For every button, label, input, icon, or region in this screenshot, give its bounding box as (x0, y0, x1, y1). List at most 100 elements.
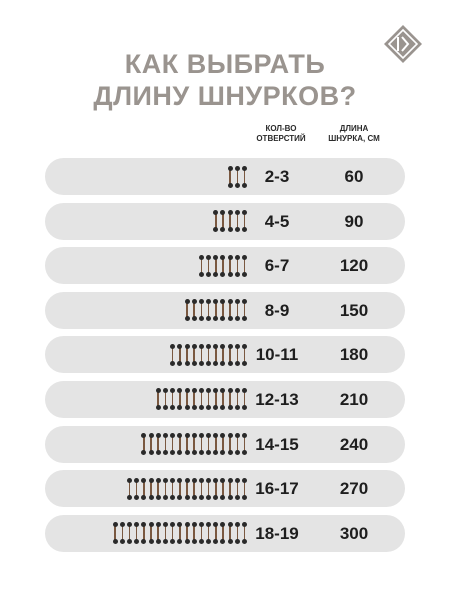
lace-hole-icon (198, 522, 204, 545)
lace-hole-icon (234, 210, 240, 233)
holes-count-value: 14-15 (255, 434, 299, 454)
header-holes-line-1: КОЛ-ВО (265, 124, 297, 133)
lace-hole-icon (213, 343, 219, 366)
table-row: 8-9 150 (45, 291, 405, 329)
lace-hole-icon (227, 299, 233, 322)
lace-hole-icon (227, 522, 233, 545)
lace-hole-icon (234, 165, 240, 188)
lace-hole-icon (234, 522, 240, 545)
holes-count-value: 10-11 (255, 345, 299, 365)
lace-hole-icon (184, 433, 190, 456)
lace-hole-icon (220, 477, 226, 500)
lace-holes-illustration (225, 158, 247, 195)
lace-holes-illustration (168, 336, 247, 373)
lace-hole-icon (191, 522, 197, 545)
lace-length-value: 210 (339, 389, 369, 409)
holes-count-value: 6-7 (264, 256, 290, 276)
lace-hole-icon (198, 343, 204, 366)
lace-length-value: 90 (344, 211, 364, 231)
title-line-1: КАК ВЫБРАТЬ (124, 49, 326, 79)
lace-hole-icon (220, 343, 226, 366)
lace-hole-icon (155, 433, 161, 456)
header-holes-count: КОЛ-ВО ОТВЕРСТИЙ (246, 124, 316, 144)
lace-hole-icon (184, 388, 190, 411)
lace-holes-illustration (139, 426, 247, 463)
lace-length-value: 300 (339, 523, 369, 543)
table-row: 18-19 300 (45, 514, 405, 552)
lace-hole-icon (184, 477, 190, 500)
table-row: 4-5 90 (45, 202, 405, 240)
holes-count-value: 8-9 (264, 300, 290, 320)
table-row: 2-3 60 (45, 158, 405, 195)
lace-length-value: 150 (339, 300, 369, 320)
table-row: 16-17 270 (45, 470, 405, 508)
lace-hole-icon (206, 477, 212, 500)
lace-hole-icon (134, 477, 140, 500)
lace-hole-icon (191, 343, 197, 366)
lace-hole-icon (177, 388, 183, 411)
holes-count-value: 16-17 (255, 479, 299, 499)
lace-hole-icon (191, 388, 197, 411)
holes-count-value: 12-13 (255, 389, 299, 409)
lace-hole-icon (227, 165, 233, 188)
size-table: 2-3 60 4-5 90 6-7 120 8-9 150 10-11 180 12-13 210 14… (45, 158, 405, 559)
lace-hole-icon (227, 477, 233, 500)
lace-hole-icon (170, 388, 176, 411)
lace-hole-icon (162, 477, 168, 500)
lace-hole-icon (162, 433, 168, 456)
lace-hole-icon (234, 388, 240, 411)
lace-holes-illustration (211, 203, 247, 240)
holes-count-value: 18-19 (255, 523, 299, 543)
lace-length-value: 270 (339, 479, 369, 499)
lace-hole-icon (227, 388, 233, 411)
lace-hole-icon (148, 433, 154, 456)
lace-hole-icon (127, 522, 132, 545)
lace-hole-icon (170, 433, 176, 456)
lace-hole-icon (170, 522, 176, 545)
table-row: 6-7 120 (45, 247, 405, 285)
lace-hole-icon (155, 388, 161, 411)
lace-hole-icon (220, 254, 226, 277)
lace-hole-icon (141, 477, 147, 500)
lace-hole-icon (177, 433, 183, 456)
lace-hole-icon (213, 388, 219, 411)
lace-length-value: 60 (344, 167, 364, 186)
lace-hole-icon (242, 299, 247, 322)
lace-hole-icon (184, 522, 190, 545)
lace-hole-icon (206, 343, 212, 366)
lace-holes-illustration (125, 470, 247, 507)
lace-hole-icon (227, 433, 233, 456)
lace-hole-icon (220, 522, 226, 545)
lace-hole-icon (170, 477, 176, 500)
lace-hole-icon (227, 343, 233, 366)
holes-count-value: 2-3 (264, 167, 290, 186)
lace-hole-icon (234, 433, 240, 456)
table-row: 12-13 210 (45, 380, 405, 418)
header-length-line-2: ШНУРКА, СМ (328, 134, 380, 143)
lace-hole-icon (127, 477, 132, 500)
lace-hole-icon (198, 254, 204, 277)
lace-hole-icon (220, 210, 226, 233)
lace-hole-icon (234, 254, 240, 277)
lace-hole-icon (198, 477, 204, 500)
lace-hole-icon (184, 299, 190, 322)
lace-hole-icon (213, 433, 219, 456)
lace-hole-icon (198, 433, 204, 456)
lace-hole-icon (234, 477, 240, 500)
lace-hole-icon (191, 477, 197, 500)
lace-hole-icon (220, 433, 226, 456)
lace-hole-icon (242, 477, 247, 500)
holes-count-value: 4-5 (264, 211, 290, 231)
lace-hole-icon (242, 210, 247, 233)
lace-hole-icon (112, 522, 118, 545)
lace-length-value: 180 (339, 345, 369, 365)
table-row: 10-11 180 (45, 336, 405, 374)
page-title: КАК ВЫБРАТЬ ДЛИНУ ШНУРКОВ? (0, 48, 450, 112)
title-line-2: ДЛИНУ ШНУРКОВ? (93, 81, 357, 111)
lace-hole-icon (191, 299, 197, 322)
lace-hole-icon (220, 299, 226, 322)
lace-hole-icon (148, 522, 154, 545)
lace-hole-icon (184, 343, 190, 366)
lace-hole-icon (177, 477, 183, 500)
lace-hole-icon (242, 343, 247, 366)
